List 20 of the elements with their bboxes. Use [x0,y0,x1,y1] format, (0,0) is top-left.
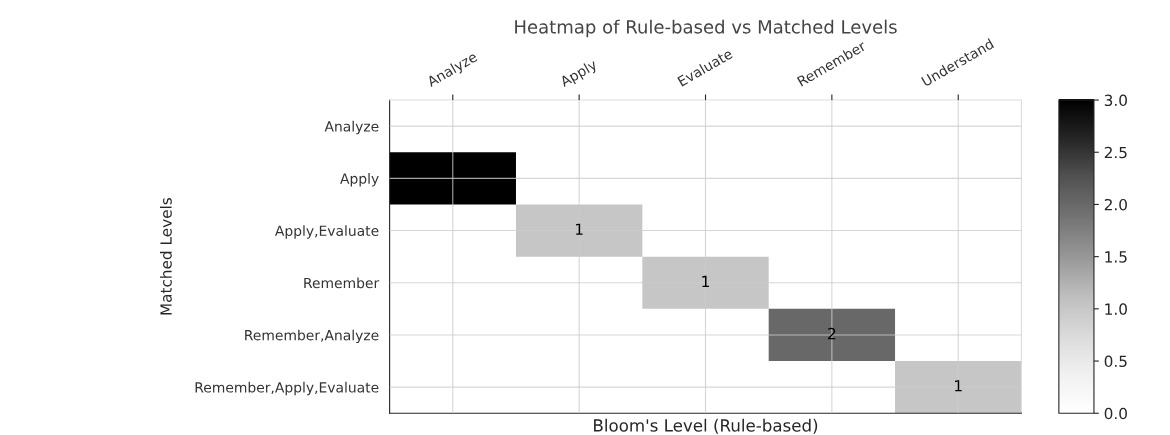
y-tick-label: Apply,Evaluate [275,225,379,239]
color-bar-label: 0.5 [1104,355,1127,368]
color-bar-label: 0.0 [1104,407,1127,420]
y-axis-title: Matched Levels [160,197,172,315]
color-bar-label: 1.5 [1105,251,1127,263]
y-tick-label: Apply [340,173,379,187]
data-label: 1 [702,275,709,287]
data-label: 1 [955,380,962,392]
color-bar-label: 2.0 [1104,198,1127,211]
y-tick-label: Remember [304,277,380,289]
color-bar-label: 2.5 [1104,146,1127,159]
color-bar-label: 1.0 [1105,303,1127,315]
data-label: 2 [828,327,836,340]
y-tick-label: Analyze [324,120,379,135]
y-tick-label: Remember,Apply,Evaluate [195,381,379,396]
chart-title: Heatmap of Rule-based vs Matched Levels [515,19,897,38]
y-tick-label: Remember,Analyze [245,329,379,344]
color-bar-label: 3.0 [1104,94,1127,107]
data-label: 1 [575,223,583,235]
x-axis-title: Bloom's Level (Rule-based) [594,418,818,434]
